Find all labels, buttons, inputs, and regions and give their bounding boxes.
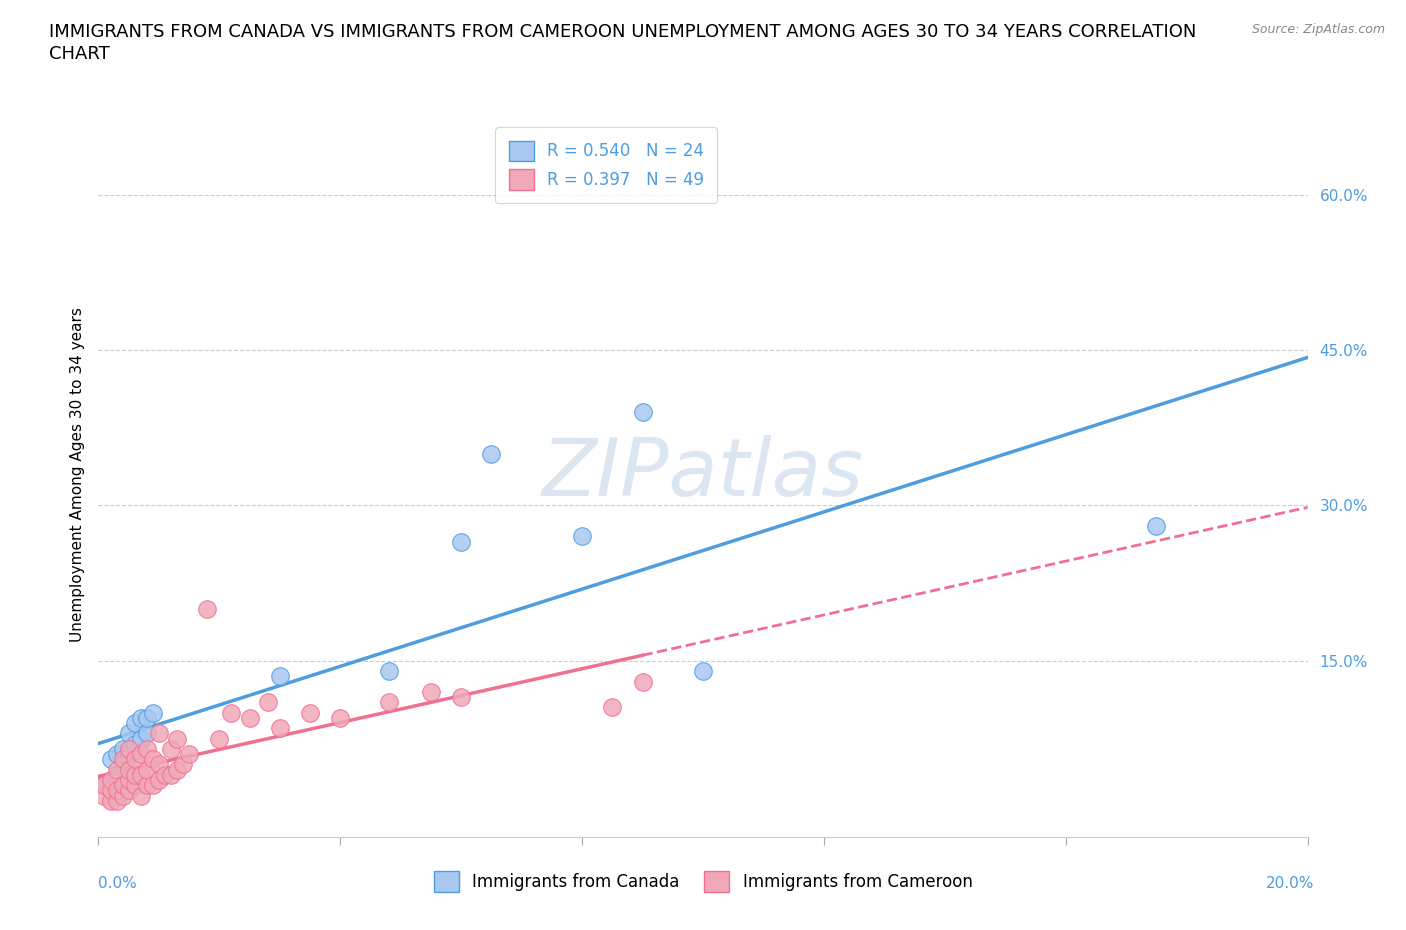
Point	[269, 669, 291, 684]
Point	[195, 602, 218, 617]
Point	[269, 721, 291, 736]
Point	[100, 783, 122, 798]
Point	[118, 773, 141, 788]
Point	[118, 783, 141, 798]
Point	[481, 446, 503, 461]
Point	[166, 731, 188, 746]
Point	[100, 751, 122, 766]
Text: Source: ZipAtlas.com: Source: ZipAtlas.com	[1251, 23, 1385, 36]
Point	[135, 777, 157, 792]
Point	[124, 767, 146, 782]
Point	[105, 747, 128, 762]
Point	[631, 674, 654, 689]
Point	[148, 757, 170, 772]
Point	[111, 788, 134, 803]
Point	[221, 705, 243, 720]
Text: CHART: CHART	[49, 45, 110, 62]
Point	[124, 751, 146, 766]
Point	[124, 715, 146, 730]
Point	[135, 763, 157, 777]
Point	[256, 695, 278, 710]
Point	[124, 737, 146, 751]
Point	[100, 793, 122, 808]
Point	[118, 747, 141, 762]
Point	[299, 705, 322, 720]
Point	[153, 767, 176, 782]
Point	[179, 747, 201, 762]
Point	[105, 767, 128, 782]
Point	[129, 711, 152, 725]
Point	[93, 777, 115, 792]
Point	[450, 690, 472, 705]
Point	[118, 726, 141, 741]
Point	[692, 664, 714, 679]
Point	[420, 684, 443, 699]
Legend: R = 0.540   N = 24, R = 0.397   N = 49: R = 0.540 N = 24, R = 0.397 N = 49	[495, 127, 717, 203]
Point	[450, 534, 472, 549]
Point	[105, 763, 128, 777]
Point	[172, 757, 194, 772]
Point	[118, 763, 141, 777]
Point	[93, 788, 115, 803]
Point	[377, 664, 399, 679]
Point	[105, 783, 128, 798]
Text: 0.0%: 0.0%	[98, 876, 138, 891]
Point	[329, 711, 352, 725]
Point	[111, 751, 134, 766]
Point	[142, 751, 165, 766]
Point	[118, 741, 141, 756]
Point	[111, 777, 134, 792]
Text: ZIPatlas: ZIPatlas	[541, 435, 865, 513]
Text: IMMIGRANTS FROM CANADA VS IMMIGRANTS FROM CAMEROON UNEMPLOYMENT AMONG AGES 30 TO: IMMIGRANTS FROM CANADA VS IMMIGRANTS FRO…	[49, 23, 1197, 41]
Point	[135, 711, 157, 725]
Point	[135, 741, 157, 756]
Point	[129, 731, 152, 746]
Point	[602, 700, 624, 715]
Point	[129, 767, 152, 782]
Point	[148, 726, 170, 741]
Point	[105, 793, 128, 808]
Point	[377, 695, 399, 710]
Point	[160, 767, 183, 782]
Point	[142, 705, 165, 720]
Point	[631, 405, 654, 419]
Point	[239, 711, 262, 725]
Legend: Immigrants from Canada, Immigrants from Cameroon: Immigrants from Canada, Immigrants from …	[427, 865, 979, 898]
Point	[129, 788, 152, 803]
Point	[100, 783, 122, 798]
Point	[135, 726, 157, 741]
Y-axis label: Unemployment Among Ages 30 to 34 years: Unemployment Among Ages 30 to 34 years	[69, 307, 84, 642]
Point	[160, 741, 183, 756]
Point	[142, 777, 165, 792]
Point	[111, 757, 134, 772]
Point	[166, 763, 188, 777]
Point	[111, 741, 134, 756]
Point	[93, 777, 115, 792]
Point	[1144, 519, 1167, 534]
Text: 20.0%: 20.0%	[1267, 876, 1315, 891]
Point	[129, 747, 152, 762]
Point	[148, 773, 170, 788]
Point	[100, 773, 122, 788]
Point	[124, 777, 146, 792]
Point	[571, 529, 593, 544]
Point	[208, 731, 231, 746]
